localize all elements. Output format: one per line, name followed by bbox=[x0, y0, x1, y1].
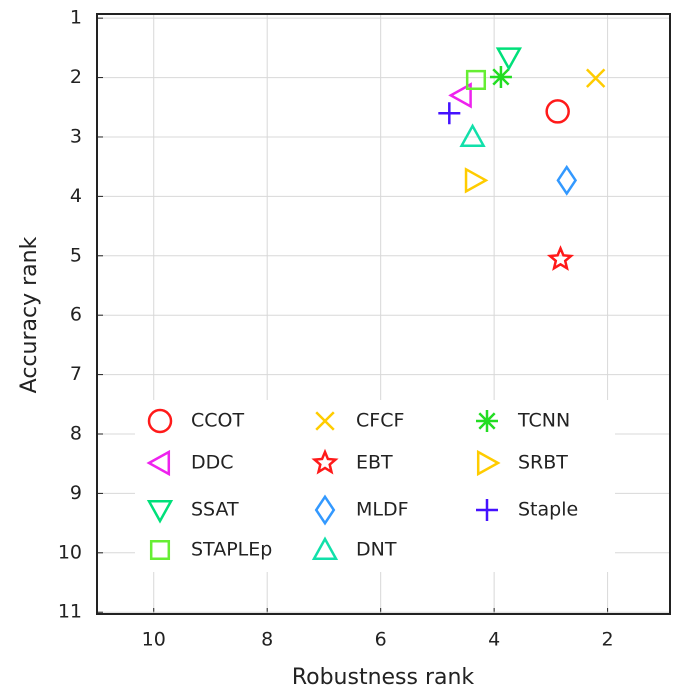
x-tick-label: 6 bbox=[375, 629, 387, 651]
legend-label: MLDF bbox=[356, 499, 409, 521]
marker bbox=[146, 499, 174, 524]
marker bbox=[495, 47, 523, 71]
y-tick-label: 11 bbox=[58, 601, 82, 623]
y-tick-label: 10 bbox=[58, 541, 82, 563]
legend-label: Staple bbox=[518, 499, 578, 521]
y-tick-label: 5 bbox=[70, 244, 82, 266]
legend-box bbox=[135, 400, 615, 572]
legend-label: TCNN bbox=[517, 410, 570, 432]
marker bbox=[438, 102, 461, 125]
marker bbox=[448, 82, 472, 109]
marker bbox=[556, 164, 578, 196]
marker bbox=[146, 449, 171, 477]
legend-label: DNT bbox=[356, 539, 397, 561]
marker bbox=[489, 65, 512, 88]
marker bbox=[546, 245, 575, 271]
marker bbox=[314, 494, 336, 526]
x-axis-label: Robustness rank bbox=[292, 665, 475, 690]
x-tick-label: 10 bbox=[142, 629, 166, 651]
legend-label: CFCF bbox=[356, 410, 404, 432]
legend-label: CCOT bbox=[191, 410, 244, 432]
legend-label: DDC bbox=[191, 452, 234, 474]
legend-label: SSAT bbox=[191, 499, 239, 521]
marker bbox=[476, 410, 498, 432]
marker bbox=[465, 69, 487, 90]
y-tick-label: 3 bbox=[70, 125, 82, 147]
x-tick-label: 4 bbox=[488, 629, 500, 651]
marker bbox=[585, 68, 606, 88]
legend-label: SRBT bbox=[518, 452, 568, 474]
marker bbox=[311, 536, 339, 561]
y-tick-label: 4 bbox=[70, 185, 82, 207]
marker bbox=[315, 411, 335, 431]
marker bbox=[476, 499, 498, 521]
legend-label: EBT bbox=[356, 452, 393, 474]
marker bbox=[459, 123, 486, 148]
y-tick-label: 6 bbox=[70, 304, 82, 326]
marker bbox=[147, 408, 173, 434]
marker bbox=[476, 449, 501, 477]
y-tick-label: 2 bbox=[70, 66, 82, 88]
y-tick-label: 7 bbox=[70, 363, 82, 385]
marker bbox=[545, 99, 570, 124]
plot-frame bbox=[96, 13, 671, 615]
marker bbox=[464, 167, 489, 194]
y-tick-label: 9 bbox=[70, 482, 82, 504]
y-axis-label: Accuracy rank bbox=[17, 236, 42, 393]
y-tick-label: 1 bbox=[70, 7, 82, 29]
marker bbox=[311, 448, 339, 475]
legend-label: STAPLEp bbox=[191, 539, 272, 561]
y-tick-label: 8 bbox=[70, 423, 82, 445]
x-tick-label: 2 bbox=[602, 629, 614, 651]
marker bbox=[149, 539, 171, 561]
x-tick-label: 8 bbox=[261, 629, 273, 651]
